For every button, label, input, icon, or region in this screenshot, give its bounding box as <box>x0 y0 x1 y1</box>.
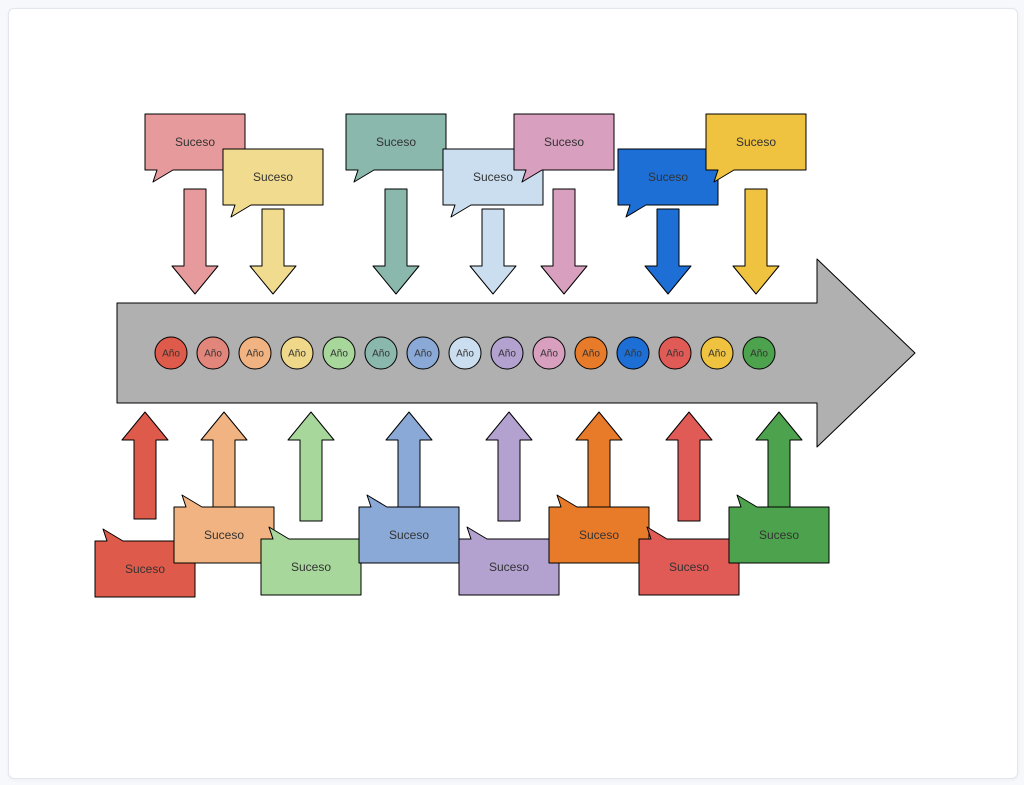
event-bottom: Suceso <box>174 412 274 563</box>
event-label: Suceso <box>204 528 244 542</box>
year-dot: Año <box>407 337 439 369</box>
year-dot-label: Año <box>372 349 390 360</box>
year-dot: Año <box>617 337 649 369</box>
event-top: Suceso <box>223 149 323 294</box>
event-bottom: Suceso <box>459 412 559 595</box>
year-dot-label: Año <box>162 349 180 360</box>
year-dot: Año <box>743 337 775 369</box>
year-dot-label: Año <box>330 349 348 360</box>
year-dot-label: Año <box>666 349 684 360</box>
year-dot: Año <box>449 337 481 369</box>
year-dot: Año <box>659 337 691 369</box>
year-dot: Año <box>281 337 313 369</box>
event-label: Suceso <box>489 560 529 574</box>
year-dot-label: Año <box>708 349 726 360</box>
event-label: Suceso <box>125 562 165 576</box>
event-label: Suceso <box>648 170 688 184</box>
year-dot-label: Año <box>540 349 558 360</box>
event-label: Suceso <box>473 170 513 184</box>
year-dot-label: Año <box>414 349 432 360</box>
event-top: Suceso <box>346 114 446 294</box>
year-dot: Año <box>533 337 565 369</box>
timeline-diagram: Año Año Año Año Año Año Año Año Año Año Año Año Año A… <box>9 9 1017 778</box>
event-label: Suceso <box>389 528 429 542</box>
event-bottom: Suceso <box>549 412 649 563</box>
event-label: Suceso <box>544 135 584 149</box>
event-label: Suceso <box>736 135 776 149</box>
event-label: Suceso <box>376 135 416 149</box>
year-dot-label: Año <box>582 349 600 360</box>
year-dot: Año <box>197 337 229 369</box>
year-dot-label: Año <box>288 349 306 360</box>
year-dot: Año <box>155 337 187 369</box>
year-dot: Año <box>491 337 523 369</box>
event-label: Suceso <box>759 528 799 542</box>
year-dot: Año <box>239 337 271 369</box>
event-bottom: Suceso <box>95 412 195 597</box>
year-dot-label: Año <box>456 349 474 360</box>
event-bottom: Suceso <box>359 412 459 563</box>
year-dot: Año <box>323 337 355 369</box>
year-dot: Año <box>701 337 733 369</box>
year-dot-label: Año <box>204 349 222 360</box>
event-top: Suceso <box>618 149 718 294</box>
year-dot-label: Año <box>498 349 516 360</box>
year-dot-label: Año <box>246 349 264 360</box>
event-label: Suceso <box>291 560 331 574</box>
year-dots: Año Año Año Año Año Año Año Año Año Año Año Año Año A… <box>155 337 775 369</box>
event-bottom: Suceso <box>639 412 739 595</box>
event-top: Suceso <box>706 114 806 294</box>
event-label: Suceso <box>253 170 293 184</box>
event-label: Suceso <box>175 135 215 149</box>
year-dot: Año <box>365 337 397 369</box>
event-bottom: Suceso <box>729 412 829 563</box>
event-label: Suceso <box>669 560 709 574</box>
diagram-canvas: { "canvas": { "w": 1008, "h": 769, "back… <box>8 8 1018 779</box>
year-dot: Año <box>575 337 607 369</box>
event-bottom: Suceso <box>261 412 361 595</box>
year-dot-label: Año <box>750 349 768 360</box>
year-dot-label: Año <box>624 349 642 360</box>
event-label: Suceso <box>579 528 619 542</box>
